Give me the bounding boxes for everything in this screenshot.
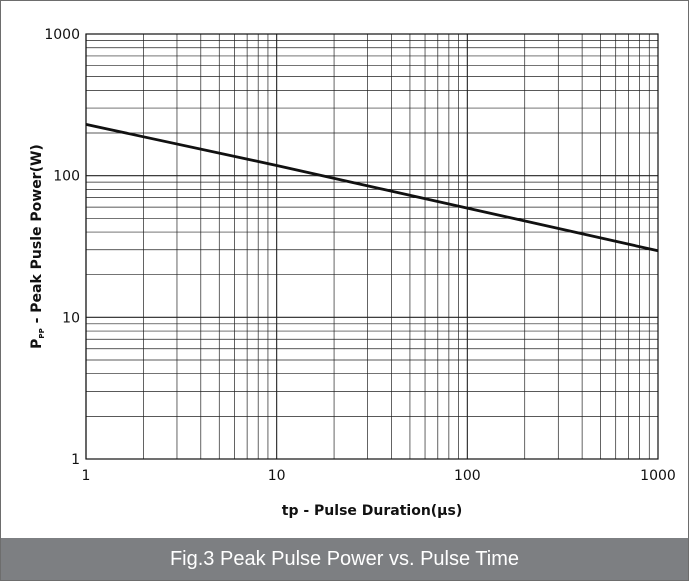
x-tick-label: 1000 (640, 468, 676, 484)
series-group (85, 123, 659, 253)
x-tick-label: 1 (82, 468, 91, 484)
y-tick-label: 1 (71, 452, 80, 468)
figure-caption: Fig.3 Peak Pulse Power vs. Pulse Time (1, 538, 688, 580)
y-axis-label-sub: PP (38, 328, 46, 338)
grid (85, 34, 658, 460)
pulse-power-chart: 1 10 100 1000 1 10 100 1000 tp - Pulse Duratio… (29, 27, 676, 519)
x-tick-labels: 1 10 100 1000 (82, 468, 676, 484)
y-axis-label: PPP - Peak Pusle Power(W) (29, 144, 46, 349)
y-axis-label-rest: - Peak Pusle Power(W) (29, 144, 45, 328)
x-axis-label: tp - Pulse Duration(μs) (282, 503, 462, 519)
y-tick-labels: 1 10 100 1000 (44, 27, 80, 468)
series-line (85, 123, 659, 253)
y-tick-label: 10 (62, 310, 80, 326)
x-tick-label: 10 (268, 468, 286, 484)
x-tick-label: 100 (454, 468, 481, 484)
y-axis-label-main: P (29, 339, 45, 349)
y-tick-label: 100 (53, 169, 80, 185)
y-tick-label: 1000 (44, 27, 80, 43)
plot-border (85, 33, 659, 460)
